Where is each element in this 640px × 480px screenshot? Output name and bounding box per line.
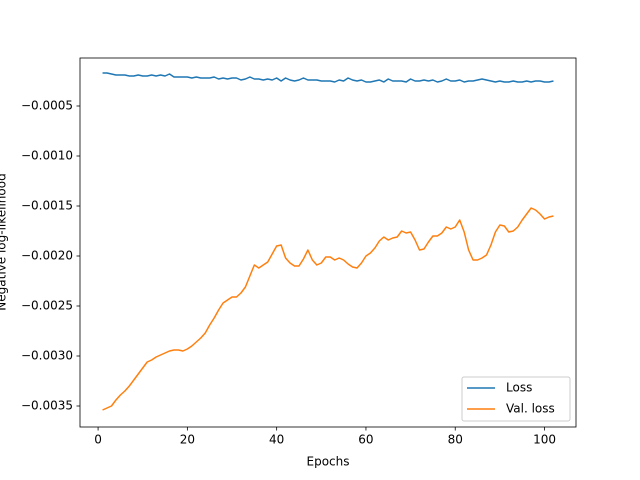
legend-label: Val. loss bbox=[506, 402, 555, 416]
y-tick-label: −0.0030 bbox=[21, 349, 73, 363]
x-tick-label: 60 bbox=[358, 433, 373, 447]
x-tick-label: 80 bbox=[448, 433, 463, 447]
x-tick-label: 100 bbox=[533, 433, 556, 447]
x-tick-label: 20 bbox=[180, 433, 195, 447]
axes-frame bbox=[79, 57, 577, 428]
y-tick-label: −0.0020 bbox=[21, 249, 73, 263]
x-tick-label: 40 bbox=[269, 433, 284, 447]
x-tick-label: 0 bbox=[94, 433, 102, 447]
y-tick-label: −0.0025 bbox=[21, 299, 73, 313]
y-tick-label: −0.0010 bbox=[21, 149, 73, 163]
legend-label: Loss bbox=[506, 381, 532, 395]
y-tick-label: −0.0015 bbox=[21, 199, 73, 213]
y-tick-label: −0.0005 bbox=[21, 99, 73, 113]
series-line bbox=[102, 207, 554, 411]
y-tick-label: −0.0035 bbox=[21, 399, 73, 413]
x-axis-label: Epochs bbox=[307, 455, 350, 469]
series-line bbox=[102, 72, 554, 83]
y-axis-label: Negative log-likelihood bbox=[0, 173, 9, 310]
